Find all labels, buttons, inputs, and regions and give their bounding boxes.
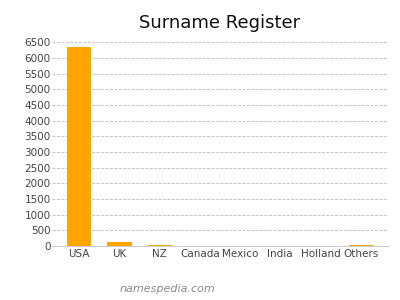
Title: Surname Register: Surname Register <box>140 14 300 32</box>
Text: namespedia.com: namespedia.com <box>120 284 216 294</box>
Bar <box>148 245 172 246</box>
Bar <box>349 245 373 246</box>
Bar <box>108 242 132 246</box>
Bar <box>67 47 91 246</box>
